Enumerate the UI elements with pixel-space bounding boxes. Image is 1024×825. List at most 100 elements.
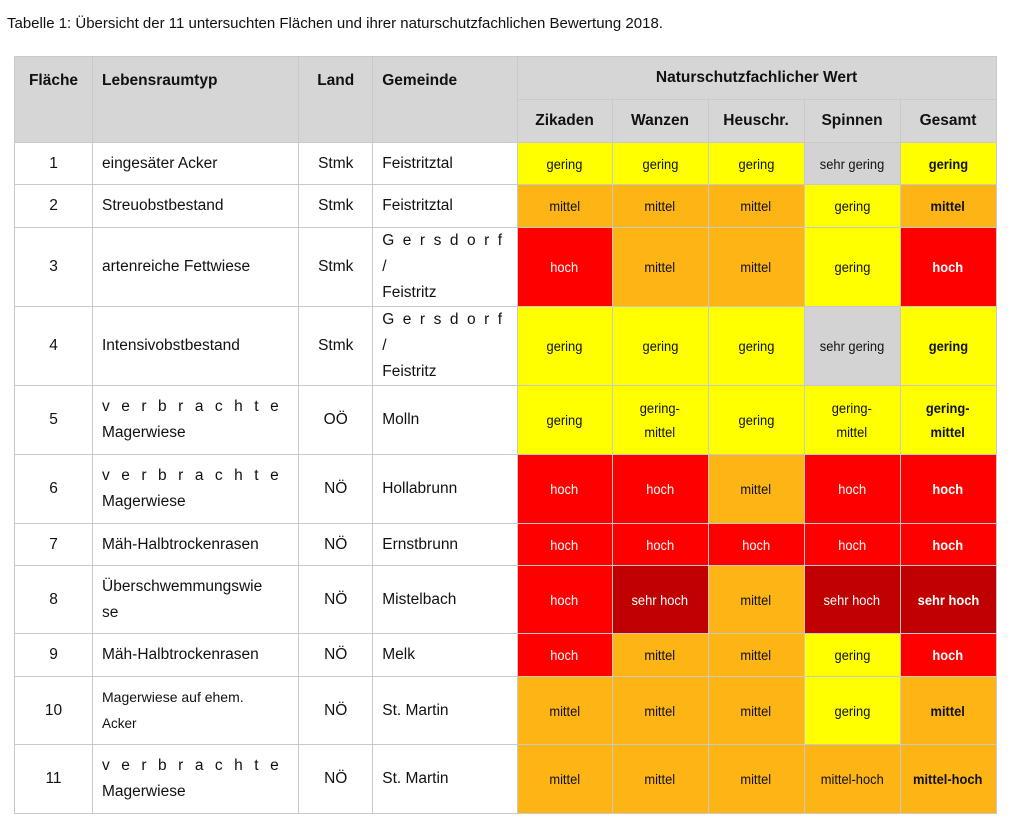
- cell-flaeche: 6: [14, 454, 93, 524]
- cell-gesamt: mittel: [899, 184, 997, 228]
- cell-lebensraumtyp: Überschwemmungswie se: [91, 565, 300, 634]
- value-line: hoch: [838, 536, 867, 553]
- cell-zikaden: gering: [516, 306, 613, 386]
- table-row: 8 Überschwemmungswie se NÖ Mistelbach hoch seh…: [14, 565, 997, 634]
- cell-line: verbrachte: [102, 398, 291, 415]
- cell-gesamt: sehr hoch: [899, 565, 997, 634]
- cell-line: Gersdorf /: [382, 232, 511, 275]
- cell-line: Feistritztal: [382, 154, 453, 172]
- cell-heuschr: gering: [707, 142, 805, 185]
- table-row: 7 Mäh-Halbtrockenrasen NÖ Ernstbrunn hoch hoc…: [14, 523, 997, 566]
- cell-flaeche: 10: [14, 676, 93, 745]
- table-row: 4 Intensivobstbestand Stmk Gersdorf / Feistr…: [14, 306, 997, 386]
- cell-line: Intensivobstbestand: [102, 337, 240, 354]
- cell-lebensraumtyp: eingesäter Acker: [91, 142, 300, 185]
- header-heuschr: Heuschr.: [707, 99, 805, 143]
- header-flaeche: Fläche: [14, 56, 93, 143]
- value-line: mittel: [740, 702, 772, 719]
- cell-lebensraumtyp: verbrachte Magerwiese: [91, 454, 300, 524]
- cell-zikaden: mittel: [516, 676, 613, 745]
- value-line: gering: [834, 647, 870, 663]
- assessment-table: Fläche Lebensraumtyp Land Gemeinde Natur…: [14, 56, 997, 814]
- value-line: mittel: [930, 424, 966, 440]
- cell-heuschr: gering: [707, 306, 805, 386]
- cell-wanzen: hoch: [611, 454, 709, 524]
- value-line: gering: [642, 155, 678, 172]
- value-line: hoch: [646, 481, 675, 497]
- cell-flaeche: 1: [14, 142, 93, 185]
- cell-wanzen: mittel: [611, 633, 709, 677]
- cell-spinnen: hoch: [803, 523, 901, 566]
- cell-line: Feistritztal: [382, 197, 453, 214]
- cell-line: Streuobstbestand: [102, 197, 224, 214]
- cell-lebensraumtyp: Streuobstbestand: [91, 184, 300, 228]
- value-line: gering-: [926, 400, 970, 416]
- cell-gesamt: mittel: [899, 676, 997, 745]
- cell-gemeinde: Gersdorf / Feistritz: [372, 306, 518, 386]
- value-line: mittel: [740, 591, 772, 608]
- value-line: hoch: [646, 536, 675, 553]
- cell-land: OÖ: [298, 385, 374, 455]
- value-line: sehr gering: [819, 338, 885, 354]
- value-line: sehr hoch: [917, 591, 979, 608]
- table-row: 6 verbrachte Magerwiese NÖ Hollabrunn hoch hoc…: [14, 454, 997, 524]
- cell-spinnen: hoch: [803, 454, 901, 524]
- value-line: gering: [928, 338, 968, 354]
- value-line: gering-: [639, 400, 681, 416]
- cell-lebensraumtyp: artenreiche Fettwiese: [91, 227, 300, 307]
- value-line: hoch: [742, 536, 771, 553]
- cell-heuschr: mittel: [707, 565, 805, 634]
- value-line: gering: [928, 155, 968, 172]
- cell-gemeinde: Hollabrunn: [372, 454, 518, 524]
- value-line: mittel: [549, 771, 580, 787]
- cell-land: NÖ: [298, 744, 374, 814]
- value-line: gering-: [831, 400, 873, 416]
- cell-gesamt: hoch: [899, 227, 997, 307]
- table-row: 5 verbrachte Magerwiese OÖ Molln gering gering…: [14, 385, 997, 455]
- value-line: mittel: [740, 771, 772, 787]
- cell-zikaden: hoch: [516, 633, 613, 677]
- value-line: mittel: [644, 198, 676, 214]
- cell-wanzen: gering: [611, 142, 709, 185]
- value-line: mittel: [740, 198, 772, 214]
- cell-line: artenreiche Fettwiese: [102, 258, 251, 275]
- cell-spinnen: gering: [803, 184, 901, 228]
- cell-spinnen: sehr gering: [803, 306, 901, 386]
- cell-flaeche: 7: [14, 523, 93, 566]
- cell-zikaden: mittel: [516, 184, 613, 228]
- cell-lebensraumtyp: Intensivobstbestand: [91, 306, 300, 386]
- value-line: hoch: [838, 481, 867, 497]
- cell-zikaden: hoch: [516, 227, 613, 307]
- cell-heuschr: gering: [707, 385, 805, 455]
- cell-line: Magerwiese: [102, 493, 186, 510]
- cell-flaeche: 5: [14, 385, 93, 455]
- cell-land: NÖ: [298, 454, 374, 524]
- cell-gemeinde: St. Martin: [372, 676, 518, 745]
- cell-heuschr: mittel: [707, 454, 805, 524]
- value-line: mittel: [930, 702, 966, 719]
- cell-gesamt: hoch: [899, 633, 997, 677]
- cell-land: Stmk: [298, 184, 374, 228]
- cell-flaeche: 9: [14, 633, 93, 677]
- value-line: gering: [738, 412, 774, 428]
- value-line: mittel: [740, 481, 772, 497]
- cell-wanzen: hoch: [611, 523, 709, 566]
- cell-heuschr: hoch: [707, 523, 805, 566]
- cell-zikaden: gering: [516, 142, 613, 185]
- cell-line: Mistelbach: [382, 590, 457, 608]
- cell-line: Molln: [382, 411, 420, 428]
- cell-zikaden: hoch: [516, 565, 613, 634]
- cell-line: Magerwiese auf ehem.: [102, 689, 244, 705]
- value-line: hoch: [550, 259, 579, 275]
- cell-line: Feistritz: [382, 363, 437, 380]
- cell-lebensraumtyp: Magerwiese auf ehem. Acker: [91, 676, 300, 745]
- header-lebensraumtyp: Lebensraumtyp: [91, 56, 300, 143]
- cell-line: Melk: [382, 646, 415, 663]
- value-line: hoch: [932, 259, 964, 275]
- value-line: gering: [546, 338, 583, 354]
- value-line: mittel: [644, 702, 676, 719]
- value-line: gering: [738, 155, 774, 172]
- cell-land: NÖ: [298, 633, 374, 677]
- header-gemeinde: Gemeinde: [372, 56, 518, 143]
- value-line: hoch: [550, 481, 579, 497]
